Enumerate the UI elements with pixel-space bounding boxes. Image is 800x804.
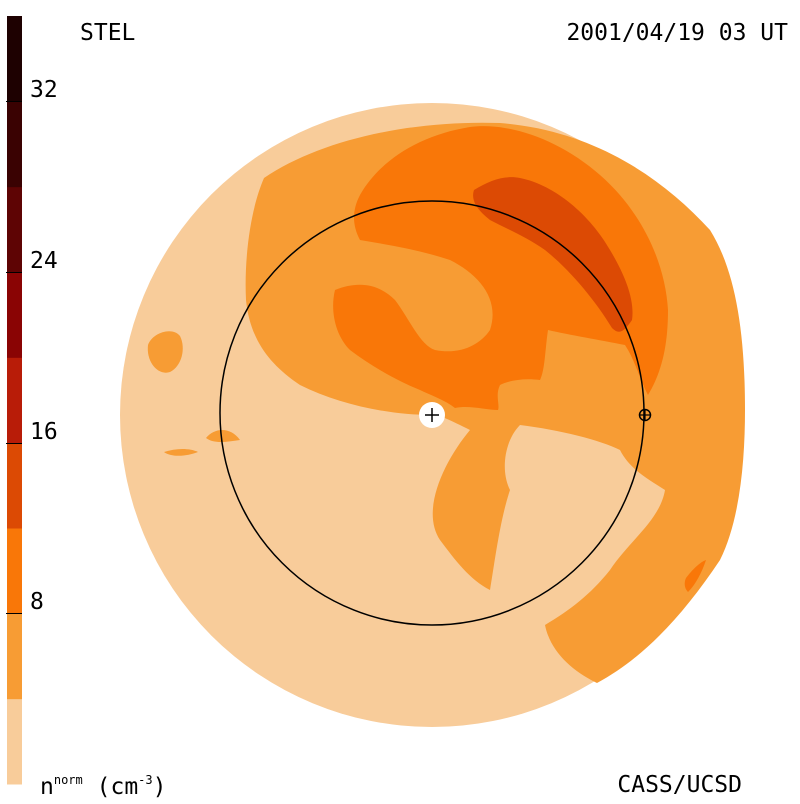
colorbar: [7, 16, 22, 785]
earth-marker: [638, 408, 652, 422]
colorbar-tick-label: 16: [30, 418, 58, 445]
colorbar-tick-label: 32: [30, 77, 58, 104]
colorbar-tick-mark: [6, 613, 22, 615]
units-superscript: norm: [53, 773, 83, 787]
units-base: n: [40, 774, 54, 800]
credit-label: CASS/UCSD: [617, 772, 742, 798]
colorbar-level-8: [7, 16, 22, 102]
colorbar-level-7: [7, 101, 22, 188]
density-region-peak: [473, 177, 633, 332]
colorbar-level-6: [7, 186, 22, 273]
source-label: STEL: [80, 20, 136, 46]
sun-marker: [419, 402, 445, 428]
density-island-left: [147, 331, 183, 373]
density-region-high: [333, 126, 668, 410]
colorbar-level-5: [7, 272, 22, 358]
colorbar-level-0: [7, 698, 22, 785]
colorbar-tick-mark: [6, 442, 22, 444]
units-paren-open: (cm: [96, 774, 139, 800]
colorbar-level-3: [7, 442, 22, 529]
date-time-label: 2001/04/19 03 UT: [566, 20, 788, 46]
colorbar-level-1: [7, 613, 22, 700]
density-island-high-right: [684, 560, 706, 592]
colorbar-level-4: [7, 357, 22, 444]
colorbar-tick-mark: [6, 272, 22, 273]
colorbar-tick-label: 24: [30, 248, 58, 274]
units-exponent: -3: [138, 773, 153, 787]
colorbar-units-label: nnorm (cm-3): [40, 774, 166, 799]
colorbar-tick-label: 8: [30, 589, 44, 616]
density-island-left-3: [164, 449, 198, 456]
colorbar-tick-mark: [6, 101, 22, 103]
density-island-left-2: [206, 430, 240, 442]
colorbar-level-2: [7, 528, 22, 614]
earth-orbit: [219, 200, 645, 626]
units-paren-close: ): [152, 774, 167, 800]
